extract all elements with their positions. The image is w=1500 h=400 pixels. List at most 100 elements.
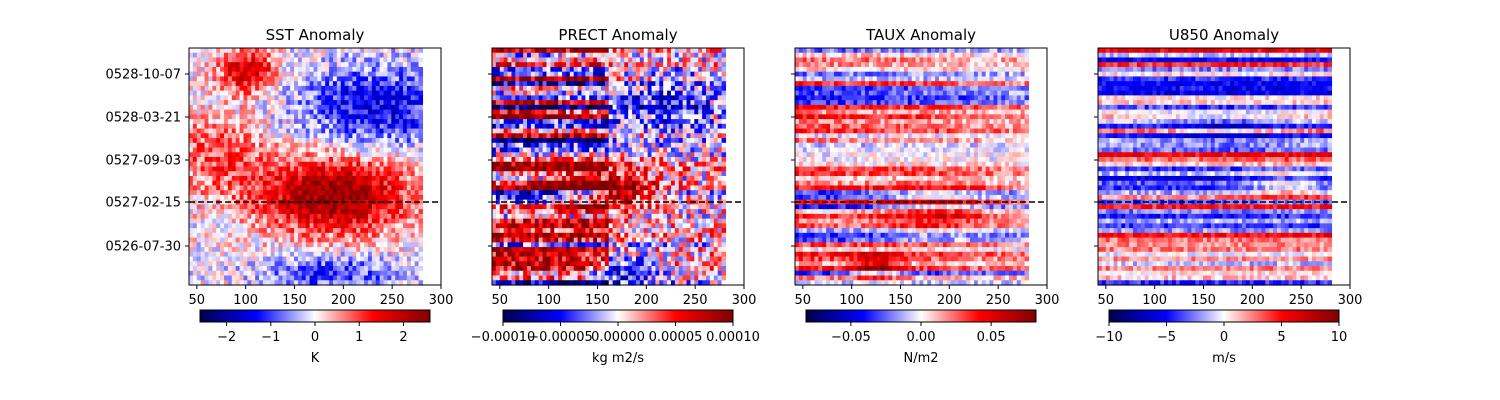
heatmap-cell [274,57,280,63]
heatmap-cell [224,147,229,153]
colorbar-segment [267,310,270,322]
heatmap-cell [387,152,392,158]
heatmap-cell [290,166,295,172]
heatmap-cell [647,142,653,149]
heatmap-cell [678,128,684,134]
heatmap-cell [340,157,346,163]
heatmap-cell [569,100,575,106]
heatmap-cell [651,128,657,134]
heatmap-cell [192,104,198,111]
heatmap-cell [379,133,385,139]
heatmap-cell [375,237,381,243]
panel-title: SST Anomaly [266,26,365,44]
heatmap-cell [387,161,392,168]
heatmap-cell [243,138,248,144]
heatmap-cell [270,90,276,96]
heatmap-cell [332,123,338,130]
heatmap-cell [247,261,252,267]
x-tick-label: 250 [380,293,405,308]
heatmap-cell [239,280,245,286]
heatmap-cell [340,138,346,144]
heatmap-cell [231,152,237,158]
heatmap-cell [597,119,602,125]
heatmap-cell [278,185,283,191]
heatmap-cell [515,52,520,59]
heatmap-cell [690,138,695,144]
heatmap-cell [266,90,272,96]
heatmap-cell [266,138,272,144]
heatmap-cell [554,123,559,130]
heatmap-cell [600,62,606,68]
colorbar-segment [366,310,370,322]
heatmap-cell [332,119,338,125]
heatmap-cell [352,270,357,277]
heatmap-cell [360,166,365,172]
heatmap-cell [554,76,559,82]
heatmap-cell [348,71,354,78]
heatmap-cell [647,85,653,92]
heatmap-cell [212,280,217,286]
heatmap-cell [414,152,420,158]
heatmap-cell [375,138,381,144]
heatmap-cell [367,209,373,215]
heatmap-cell [713,57,719,63]
heatmap-cell [635,142,641,149]
heatmap-cell [325,275,330,281]
heatmap-cell [344,185,350,191]
heatmap-cell [399,218,404,224]
heatmap-cell [231,223,237,229]
heatmap-cell [620,95,625,101]
heatmap-cell [569,142,575,149]
heatmap-cell [395,190,400,196]
heatmap-cell [375,76,381,82]
heatmap-cell [686,52,692,59]
heatmap-cell [406,133,412,139]
heatmap-cell [309,62,315,68]
heatmap-cell [266,114,272,120]
heatmap-cell [329,161,334,168]
heatmap-cell [527,142,532,149]
heatmap-cell [243,223,248,229]
heatmap-cell [593,104,598,111]
heatmap-cell [558,147,563,153]
heatmap-cell [717,52,723,59]
colorbar-segment [410,310,414,322]
heatmap-cell [189,138,194,144]
heatmap-cell [294,114,299,120]
heatmap-cell [523,142,528,149]
heatmap-cell [577,62,583,68]
heatmap-cell [259,142,264,149]
heatmap-cell [286,95,291,101]
heatmap-cell [705,133,711,139]
heatmap-cell [410,119,416,125]
heatmap-cell [593,190,598,196]
heatmap-cell [282,218,287,224]
heatmap-cell [702,175,707,182]
heatmap-cell [336,52,342,59]
heatmap-cell [391,62,396,68]
heatmap-cell [227,152,233,158]
heatmap-cell [266,204,272,210]
heatmap-cell [663,123,668,130]
colorbar-segment [320,310,324,322]
heatmap-cell [375,81,381,87]
heatmap-cell [624,76,629,82]
heatmap-cell [340,242,346,248]
heatmap-cell [220,266,225,272]
heatmap-cell [674,133,680,139]
heatmap-cell [395,237,400,243]
heatmap-cell [227,175,233,182]
heatmap-cell [247,199,252,206]
heatmap-cell [216,114,221,120]
heatmap-cell [674,114,680,120]
heatmap-cell [364,209,369,215]
heatmap-cell [402,194,408,201]
heatmap-cell [301,76,307,82]
heatmap-cell [231,142,237,149]
heatmap-cell [569,157,575,163]
heatmap-cell [519,138,524,144]
heatmap-cell [189,114,194,120]
heatmap-cell [538,85,544,92]
heatmap-cell [597,76,602,82]
heatmap-cell [647,171,653,177]
